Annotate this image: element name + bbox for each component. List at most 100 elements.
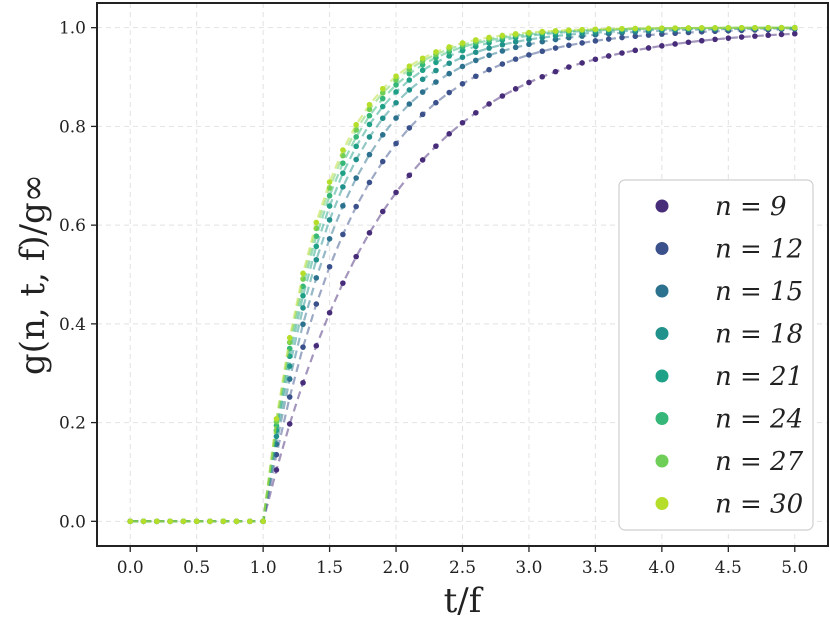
data-point (459, 54, 466, 61)
data-point (313, 219, 320, 226)
data-point (512, 39, 519, 45)
data-point (366, 230, 373, 236)
data-point (605, 36, 612, 42)
data-point (698, 25, 705, 31)
data-point (326, 309, 333, 316)
data-point (326, 263, 333, 270)
data-point (286, 334, 293, 341)
data-point (672, 41, 678, 47)
data-point (526, 41, 532, 48)
data-point (539, 28, 546, 35)
data-point (154, 518, 160, 525)
legend-label: n = 15 (715, 277, 803, 307)
data-point (712, 36, 718, 43)
data-point (300, 270, 306, 277)
data-point (406, 172, 413, 179)
data-point (419, 76, 426, 83)
legend-label: n = 9 (715, 192, 787, 222)
data-point (738, 34, 745, 40)
data-point (379, 95, 386, 102)
data-point (778, 31, 785, 38)
data-point (340, 170, 346, 176)
data-point (539, 38, 546, 45)
legend-label: n = 27 (715, 447, 804, 477)
series-layer (127, 24, 798, 525)
data-point (685, 25, 692, 31)
data-point (340, 160, 346, 166)
data-point (712, 25, 718, 31)
data-point (472, 57, 479, 64)
data-point (340, 280, 346, 286)
data-point (127, 518, 134, 525)
data-point (791, 30, 798, 37)
x-tick-label: 0.5 (183, 558, 210, 578)
data-point (180, 518, 187, 525)
data-point (393, 89, 399, 95)
y-tick-label: 0.8 (59, 117, 86, 137)
data-point (778, 24, 785, 31)
data-point (526, 52, 532, 58)
data-point (472, 49, 479, 56)
data-point (393, 140, 399, 147)
data-point (379, 103, 386, 110)
data-point (725, 25, 732, 31)
legend-marker (655, 327, 669, 340)
data-point (459, 40, 466, 46)
grid (97, 3, 828, 546)
data-point (366, 134, 373, 140)
data-point (340, 231, 346, 238)
data-point (499, 32, 506, 39)
data-point (379, 115, 386, 122)
data-point (366, 179, 373, 186)
data-point (512, 86, 519, 92)
data-point (313, 343, 320, 349)
legend-label: n = 30 (715, 490, 803, 520)
legend-box (618, 179, 814, 531)
data-point (353, 134, 359, 140)
data-point (300, 344, 306, 350)
data-point (499, 93, 506, 99)
data-point (366, 121, 373, 128)
data-point (685, 39, 692, 46)
x-tick-label: 2.5 (449, 558, 476, 578)
data-point (300, 292, 306, 299)
legend-label: n = 18 (715, 320, 803, 350)
data-point (539, 73, 546, 80)
data-point (353, 121, 359, 128)
data-point (499, 48, 506, 54)
data-point (167, 518, 173, 525)
data-point (579, 60, 585, 66)
data-point (326, 203, 333, 209)
data-point (393, 189, 399, 196)
data-point (659, 25, 665, 31)
y-tick-label: 0.2 (59, 414, 86, 434)
data-point (379, 90, 386, 96)
data-point (566, 64, 572, 70)
data-point (419, 89, 426, 95)
data-point (526, 79, 532, 86)
data-point (592, 38, 599, 44)
data-point (433, 143, 439, 149)
data-point (207, 518, 213, 525)
data-point (326, 236, 333, 242)
data-point (300, 321, 306, 328)
data-point (446, 89, 453, 96)
data-point (645, 45, 652, 51)
data-point (752, 33, 758, 39)
data-point (379, 85, 386, 92)
data-point (340, 203, 346, 209)
data-point (273, 433, 280, 440)
data-point (672, 25, 678, 31)
data-point (459, 119, 466, 126)
data-point (379, 158, 386, 165)
data-point (592, 56, 599, 63)
legend-marker (655, 369, 669, 383)
data-point (326, 179, 333, 185)
data-point (313, 275, 320, 281)
y-tick-label: 0.0 (59, 512, 86, 532)
data-point (566, 42, 572, 49)
data-point (406, 70, 413, 77)
data-point (459, 63, 466, 70)
data-point (340, 184, 346, 190)
